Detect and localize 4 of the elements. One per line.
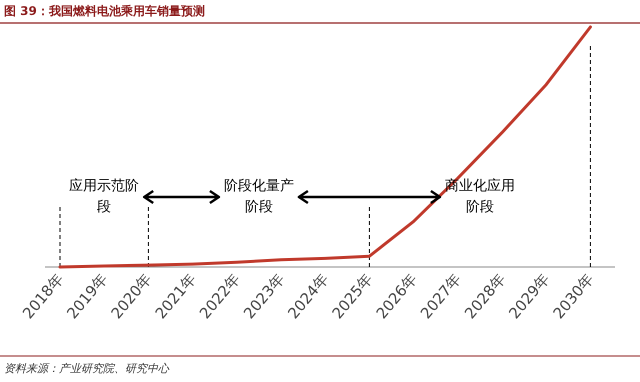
annotation: 应用示范阶段 — [69, 178, 140, 215]
annotation: 阶段化量产阶段 — [224, 178, 294, 215]
chart-title: 图 39：我国燃料电池乘用车销量预测 — [4, 4, 205, 18]
text: 资料来源：产业研究院、研究中心 — [4, 362, 170, 375]
